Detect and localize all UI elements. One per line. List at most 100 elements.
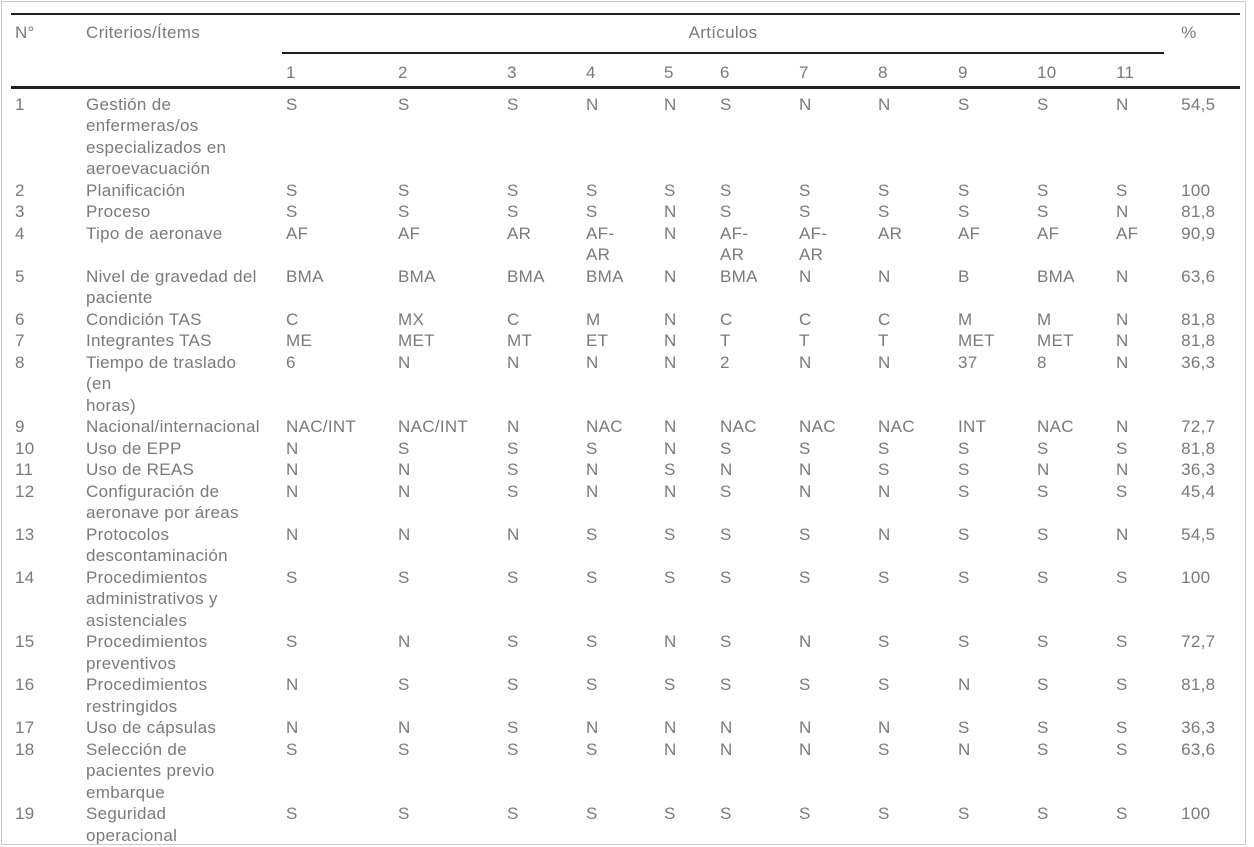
article-value-cell: N — [664, 266, 677, 286]
percent-cell: 36,3 — [1181, 460, 1216, 479]
col-header-number: N° — [11, 14, 82, 89]
criteria-cell: Seguridad operacional — [86, 804, 178, 845]
article-value-cell: N — [720, 718, 733, 737]
article-value-cell: S — [286, 94, 298, 114]
article-value-cell: S — [799, 675, 811, 694]
table-row: 5 Nivel de gravedad del paciente BMA BMA BMA… — [11, 266, 1240, 309]
article-value-cell: N — [878, 266, 891, 286]
article-value-cell: S — [878, 632, 890, 651]
article-value-cell: AF- AR — [799, 223, 828, 265]
article-value-cell: S — [799, 438, 811, 458]
percent-cell: 100 — [1181, 180, 1211, 200]
row-number-cell: 18 — [15, 739, 35, 759]
article-value-cell: S — [586, 180, 598, 200]
article-value-cell: NAC — [799, 417, 836, 436]
percent-cell: 81,8 — [1181, 331, 1216, 350]
article-value-cell: AF- AR — [586, 223, 615, 265]
article-value-cell: S — [1116, 180, 1128, 200]
article-value-cell: N — [664, 223, 677, 243]
article-value-cell: S — [720, 524, 732, 544]
article-value-cell: S — [398, 180, 410, 200]
criteria-cell: Tiempo de traslado (en horas) — [86, 352, 237, 415]
article-value-cell: S — [799, 567, 811, 587]
article-value-cell: BMA — [286, 266, 324, 286]
article-number-header: 7 — [795, 53, 874, 89]
table-row: 9 Nacional/internacional NAC/INT NAC/INT N NA… — [11, 416, 1240, 438]
row-number-cell: 17 — [15, 718, 35, 737]
article-value-cell: N — [286, 675, 299, 694]
article-value-cell: N — [799, 266, 812, 286]
article-value-cell: S — [586, 524, 598, 544]
percent-cell: 72,7 — [1181, 632, 1216, 651]
article-value-cell: S — [507, 202, 519, 221]
article-value-cell: N — [720, 739, 733, 759]
criteria-cell: Configuración de aeronave por áreas — [86, 481, 239, 523]
article-value-cell: S — [398, 739, 410, 759]
article-value-cell: N — [878, 352, 891, 372]
article-value-cell: BMA — [720, 266, 758, 286]
article-value-cell: S — [1037, 202, 1049, 221]
article-number-header: 11 — [1112, 53, 1165, 89]
article-value-cell: AF — [398, 223, 421, 243]
article-value-cell: N — [664, 632, 677, 651]
article-value-cell: MET — [958, 331, 995, 350]
article-value-cell: N — [664, 739, 677, 759]
criteria-cell: Selección de pacientes previo embarque — [86, 739, 215, 802]
table-row: 4 Tipo de aeronave AF AF AR AF- AR N AF- AR AF- … — [11, 223, 1240, 266]
article-value-cell: N — [286, 438, 299, 458]
article-value-cell: S — [958, 438, 970, 458]
article-value-cell: C — [878, 309, 891, 329]
article-value-cell: N — [286, 481, 299, 501]
criteria-cell: Nivel de gravedad del paciente — [86, 266, 257, 308]
article-value-cell: ME — [286, 331, 313, 350]
article-value-cell: N — [398, 632, 411, 651]
article-number-header: 9 — [954, 53, 1033, 89]
article-value-cell: N — [586, 94, 599, 114]
row-number-cell: 9 — [15, 417, 25, 436]
row-number-cell: 19 — [15, 804, 35, 823]
article-value-cell: S — [958, 632, 970, 651]
article-value-cell: N — [799, 352, 812, 372]
article-value-cell: S — [720, 567, 732, 587]
article-value-cell: S — [958, 460, 970, 479]
article-value-cell: N — [664, 718, 677, 737]
article-value-cell: 8 — [1037, 352, 1047, 372]
col-header-articles: Artículos — [282, 14, 1165, 54]
article-value-cell: S — [664, 524, 676, 544]
table-row: 8 Tiempo de traslado (en horas) 6 N N N N 2 N N 37… — [11, 352, 1240, 417]
article-value-cell: S — [586, 739, 598, 759]
article-value-cell: S — [720, 675, 732, 694]
article-number-header: 4 — [582, 53, 660, 89]
article-value-cell: N — [878, 481, 891, 501]
article-value-cell: N — [664, 352, 677, 372]
article-value-cell: NAC — [720, 417, 757, 436]
article-value-cell: N — [1116, 309, 1129, 329]
article-value-cell: S — [586, 804, 598, 823]
article-value-cell: N — [1116, 331, 1129, 350]
table-row: 13 Protocolos descontaminación N N N S S S S N S S N… — [11, 524, 1240, 567]
row-number-cell: 2 — [15, 180, 25, 200]
article-value-cell: C — [507, 309, 520, 329]
article-value-cell: BMA — [398, 266, 436, 286]
col-header-percent: % — [1164, 14, 1241, 89]
article-value-cell: S — [799, 180, 811, 200]
article-value-cell: BMA — [1037, 266, 1075, 286]
article-value-cell: S — [507, 718, 519, 737]
table-body: 1 Gestión de enfermeras/os especializados… — [11, 87, 1240, 845]
criteria-cell: Procedimientos preventivos — [86, 632, 208, 673]
article-value-cell: C — [720, 309, 733, 329]
article-value-cell: T — [878, 331, 889, 350]
table-row: 16 Procedimientos restringidos N S S S S S S S N S S… — [11, 674, 1240, 717]
article-value-cell: N — [586, 460, 599, 479]
article-value-cell: S — [1037, 481, 1049, 501]
row-number-cell: 16 — [15, 675, 35, 694]
article-value-cell: S — [1037, 632, 1049, 651]
article-value-cell: S — [507, 180, 519, 200]
article-value-cell: S — [1037, 567, 1049, 587]
article-value-cell: N — [664, 417, 677, 436]
article-value-cell: N — [286, 524, 299, 544]
article-value-cell: S — [286, 202, 298, 221]
article-value-cell: S — [586, 675, 598, 694]
article-value-cell: S — [286, 567, 298, 587]
